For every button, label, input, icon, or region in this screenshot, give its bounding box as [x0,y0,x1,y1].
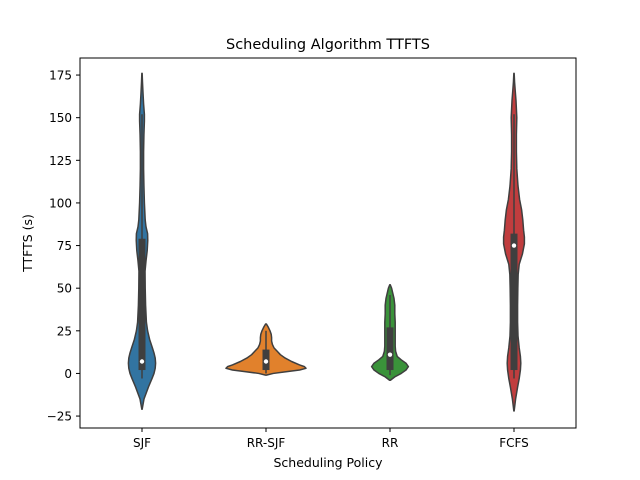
y-tick-label: 175 [49,69,72,83]
y-tick-label: 100 [49,196,72,210]
y-tick-label: −25 [47,410,72,424]
y-axis-label: TTFTS (s) [20,214,35,273]
median-dot-sjf [139,359,145,364]
x-axis-label: Scheduling Policy [273,455,383,470]
chart-title: Scheduling Algorithm TTFTS [226,37,430,53]
y-tick-label: 125 [49,154,72,168]
y-tick-label: 0 [64,367,72,381]
median-dot-fcfs [511,243,517,248]
median-dot-rr [387,352,393,357]
x-axis: SJF RR-SJF RR FCFS [133,428,529,450]
y-axis: −25 0 25 50 75 100 125 150 175 [47,69,80,424]
x-tick-label-sjf: SJF [133,436,151,450]
boxes-layer [138,114,518,379]
y-tick-label: 150 [49,111,72,125]
iqr-box-rr [386,327,394,371]
x-tick-label-rr-sjf: RR-SJF [247,436,286,450]
y-tick-label: 50 [57,282,72,296]
y-tick-label: 75 [57,239,72,253]
y-tick-label: 25 [57,324,72,338]
x-tick-label-rr: RR [382,436,399,450]
median-dot-rr-sjf [263,359,269,364]
iqr-box-fcfs [510,233,518,371]
x-tick-label-fcfs: FCFS [499,436,529,450]
plot-frame [79,57,577,429]
iqr-box-sjf [138,238,146,371]
